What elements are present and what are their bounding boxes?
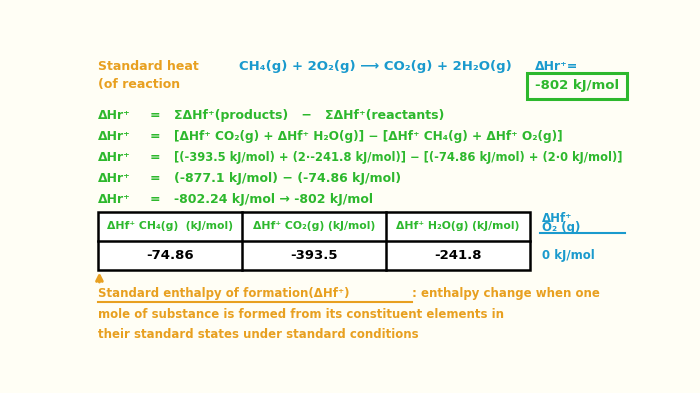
Text: (of reaction: (of reaction bbox=[98, 79, 181, 92]
Text: ΔHf⁺ CO₂(g) (kJ/mol): ΔHf⁺ CO₂(g) (kJ/mol) bbox=[253, 222, 375, 231]
Text: ΔHf⁺ H₂O(g) (kJ/mol): ΔHf⁺ H₂O(g) (kJ/mol) bbox=[396, 222, 519, 231]
Text: ΣΔHf⁺(products)   −   ΣΔHf⁺(reactants): ΣΔHf⁺(products) − ΣΔHf⁺(reactants) bbox=[174, 109, 444, 122]
Text: =: = bbox=[150, 130, 160, 143]
Text: =: = bbox=[150, 151, 160, 164]
Text: : enthalpy change when one: : enthalpy change when one bbox=[412, 287, 600, 300]
FancyBboxPatch shape bbox=[527, 73, 627, 99]
Text: ΔHr⁺: ΔHr⁺ bbox=[98, 193, 131, 206]
Text: -74.86: -74.86 bbox=[146, 249, 194, 262]
Text: their standard states under standard conditions: their standard states under standard con… bbox=[98, 327, 419, 340]
Text: =: = bbox=[150, 109, 160, 122]
Text: [(-393.5 kJ/mol) + (2·-241.8 kJ/mol)] − [(-74.86 kJ/mol) + (2·0 kJ/mol)]: [(-393.5 kJ/mol) + (2·-241.8 kJ/mol)] − … bbox=[174, 151, 623, 164]
Text: mole of substance is formed from its constituent elements in: mole of substance is formed from its con… bbox=[98, 309, 504, 321]
Text: Standard enthalpy of formation(ΔHf⁺): Standard enthalpy of formation(ΔHf⁺) bbox=[98, 287, 350, 300]
Text: (-877.1 kJ/mol) − (-74.86 kJ/mol): (-877.1 kJ/mol) − (-74.86 kJ/mol) bbox=[174, 172, 401, 185]
Text: =: = bbox=[150, 172, 160, 185]
Text: CH₄(g) + 2O₂(g) ⟶ CO₂(g) + 2H₂O(g): CH₄(g) + 2O₂(g) ⟶ CO₂(g) + 2H₂O(g) bbox=[239, 61, 512, 73]
Text: Standard heat: Standard heat bbox=[98, 61, 199, 73]
Bar bbox=[98, 212, 530, 270]
Text: 0 kJ/mol: 0 kJ/mol bbox=[542, 250, 595, 263]
Text: -802 kJ/mol: -802 kJ/mol bbox=[535, 79, 620, 92]
Text: [ΔHf⁺ CO₂(g) + ΔHf⁺ H₂O(g)] − [ΔHf⁺ CH₄(g) + ΔHf⁺ O₂(g)]: [ΔHf⁺ CO₂(g) + ΔHf⁺ H₂O(g)] − [ΔHf⁺ CH₄(… bbox=[174, 130, 563, 143]
Text: O₂ (g): O₂ (g) bbox=[542, 221, 580, 234]
Text: ΔHr⁺: ΔHr⁺ bbox=[98, 109, 131, 122]
Text: ΔHr⁺: ΔHr⁺ bbox=[98, 172, 131, 185]
Text: -241.8: -241.8 bbox=[434, 249, 482, 262]
Text: -393.5: -393.5 bbox=[290, 249, 337, 262]
Text: =: = bbox=[150, 193, 160, 206]
Text: ΔHr⁺: ΔHr⁺ bbox=[98, 130, 131, 143]
Text: ΔHr⁺: ΔHr⁺ bbox=[98, 151, 131, 164]
Text: ΔHf⁺: ΔHf⁺ bbox=[542, 212, 573, 225]
Text: ΔHr⁺=: ΔHr⁺= bbox=[535, 61, 578, 73]
Text: ΔHf⁺ CH₄(g)  (kJ/mol): ΔHf⁺ CH₄(g) (kJ/mol) bbox=[107, 222, 233, 231]
Text: -802.24 kJ/mol → -802 kJ/mol: -802.24 kJ/mol → -802 kJ/mol bbox=[174, 193, 373, 206]
